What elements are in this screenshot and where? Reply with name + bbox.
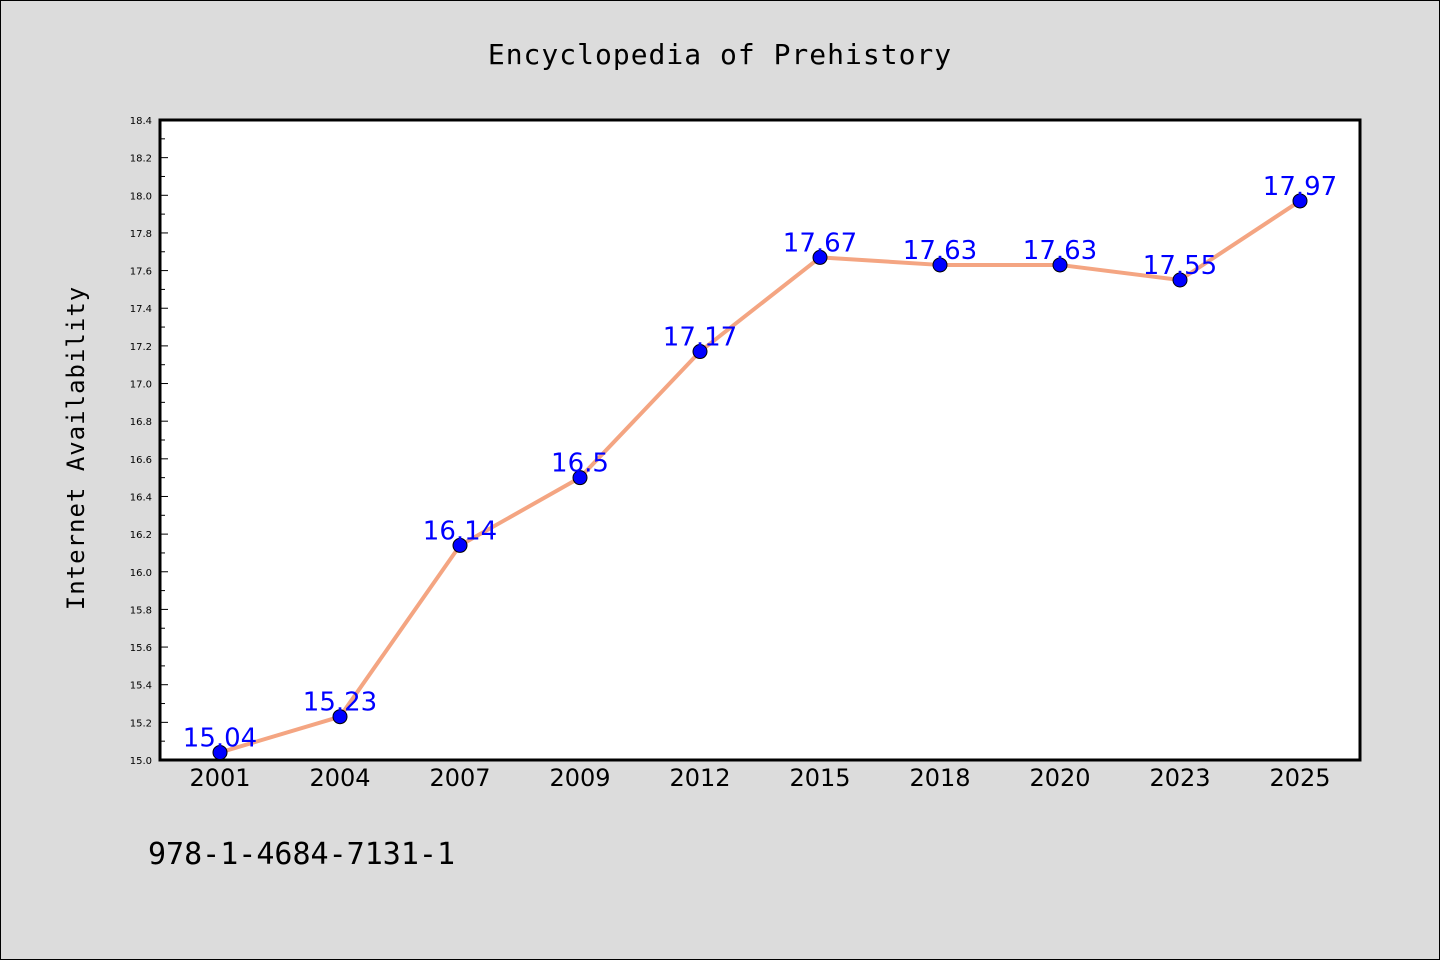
x-tick-label: 2025 xyxy=(1269,764,1330,792)
data-point xyxy=(1172,272,1188,288)
y-tick-label: 17.2 xyxy=(130,342,152,353)
data-point xyxy=(572,470,588,486)
y-tick-label: 18.4 xyxy=(130,116,152,127)
data-label: 17.67 xyxy=(783,228,857,258)
data-label: 17.63 xyxy=(1023,236,1097,266)
y-tick-label: 16.4 xyxy=(130,492,152,503)
series-line xyxy=(218,198,1302,755)
data-point xyxy=(692,344,708,360)
y-tick-label: 15.8 xyxy=(130,605,152,616)
x-axis-ticks: 2001 2004 2007 2009 2012 2015 2018 2020 2023 2025 xyxy=(189,764,1330,792)
y-tick-label: 17.6 xyxy=(130,267,152,278)
data-point xyxy=(1292,193,1308,209)
y-tick-label: 17.4 xyxy=(130,304,152,315)
data-label: 16.14 xyxy=(423,516,497,546)
footer-code: 978-1-4684-7131-1 xyxy=(148,837,455,872)
data-label: 16.5 xyxy=(551,449,609,479)
x-tick-label: 2009 xyxy=(549,764,610,792)
x-tick-label: 2012 xyxy=(669,764,730,792)
y-tick-label: 15.4 xyxy=(130,681,152,692)
y-tick-label: 15.2 xyxy=(130,718,152,729)
y-axis-ticks: 15.0 15.2 15.4 15.6 15.8 16.0 16.2 16.4 16.6 16.8… xyxy=(130,116,168,767)
x-tick-label: 2023 xyxy=(1149,764,1210,792)
data-label: 15.04 xyxy=(183,723,257,753)
x-tick-label: 2018 xyxy=(909,764,970,792)
x-tick-label: 2015 xyxy=(789,764,850,792)
y-tick-label: 17.8 xyxy=(130,229,152,240)
y-axis-label: Internet Availability xyxy=(62,286,90,610)
x-tick-label: 2001 xyxy=(189,764,250,792)
y-tick-label: 15.0 xyxy=(130,756,152,767)
series-layer: 15.04 15.23 16.14 16.5 17.17 17.67 17.63 17.63 1… xyxy=(183,172,1337,760)
data-point xyxy=(1052,257,1068,273)
plot-area xyxy=(158,118,1362,762)
data-label: 17.63 xyxy=(903,236,977,266)
y-tick-label: 18.2 xyxy=(130,154,152,165)
data-point xyxy=(332,709,348,725)
chart-title: Encyclopedia of Prehistory xyxy=(488,38,952,71)
data-point xyxy=(812,249,828,265)
data-label: 17.97 xyxy=(1263,172,1337,202)
data-point xyxy=(212,744,228,760)
data-point xyxy=(452,537,468,553)
x-tick-label: 2007 xyxy=(429,764,490,792)
data-label: 17.17 xyxy=(663,323,737,353)
y-tick-label: 16.2 xyxy=(130,530,152,541)
y-tick-label: 16.6 xyxy=(130,455,152,466)
x-tick-label: 2020 xyxy=(1029,764,1090,792)
data-point xyxy=(932,257,948,273)
data-label: 17.55 xyxy=(1143,251,1217,281)
x-tick-label: 2004 xyxy=(309,764,370,792)
y-tick-label: 16.0 xyxy=(130,568,152,579)
y-tick-label: 17.0 xyxy=(130,380,152,391)
y-tick-label: 16.8 xyxy=(130,417,152,428)
data-label: 15.23 xyxy=(303,688,377,718)
y-tick-label: 18.0 xyxy=(130,191,152,202)
y-tick-label: 15.6 xyxy=(130,643,152,654)
